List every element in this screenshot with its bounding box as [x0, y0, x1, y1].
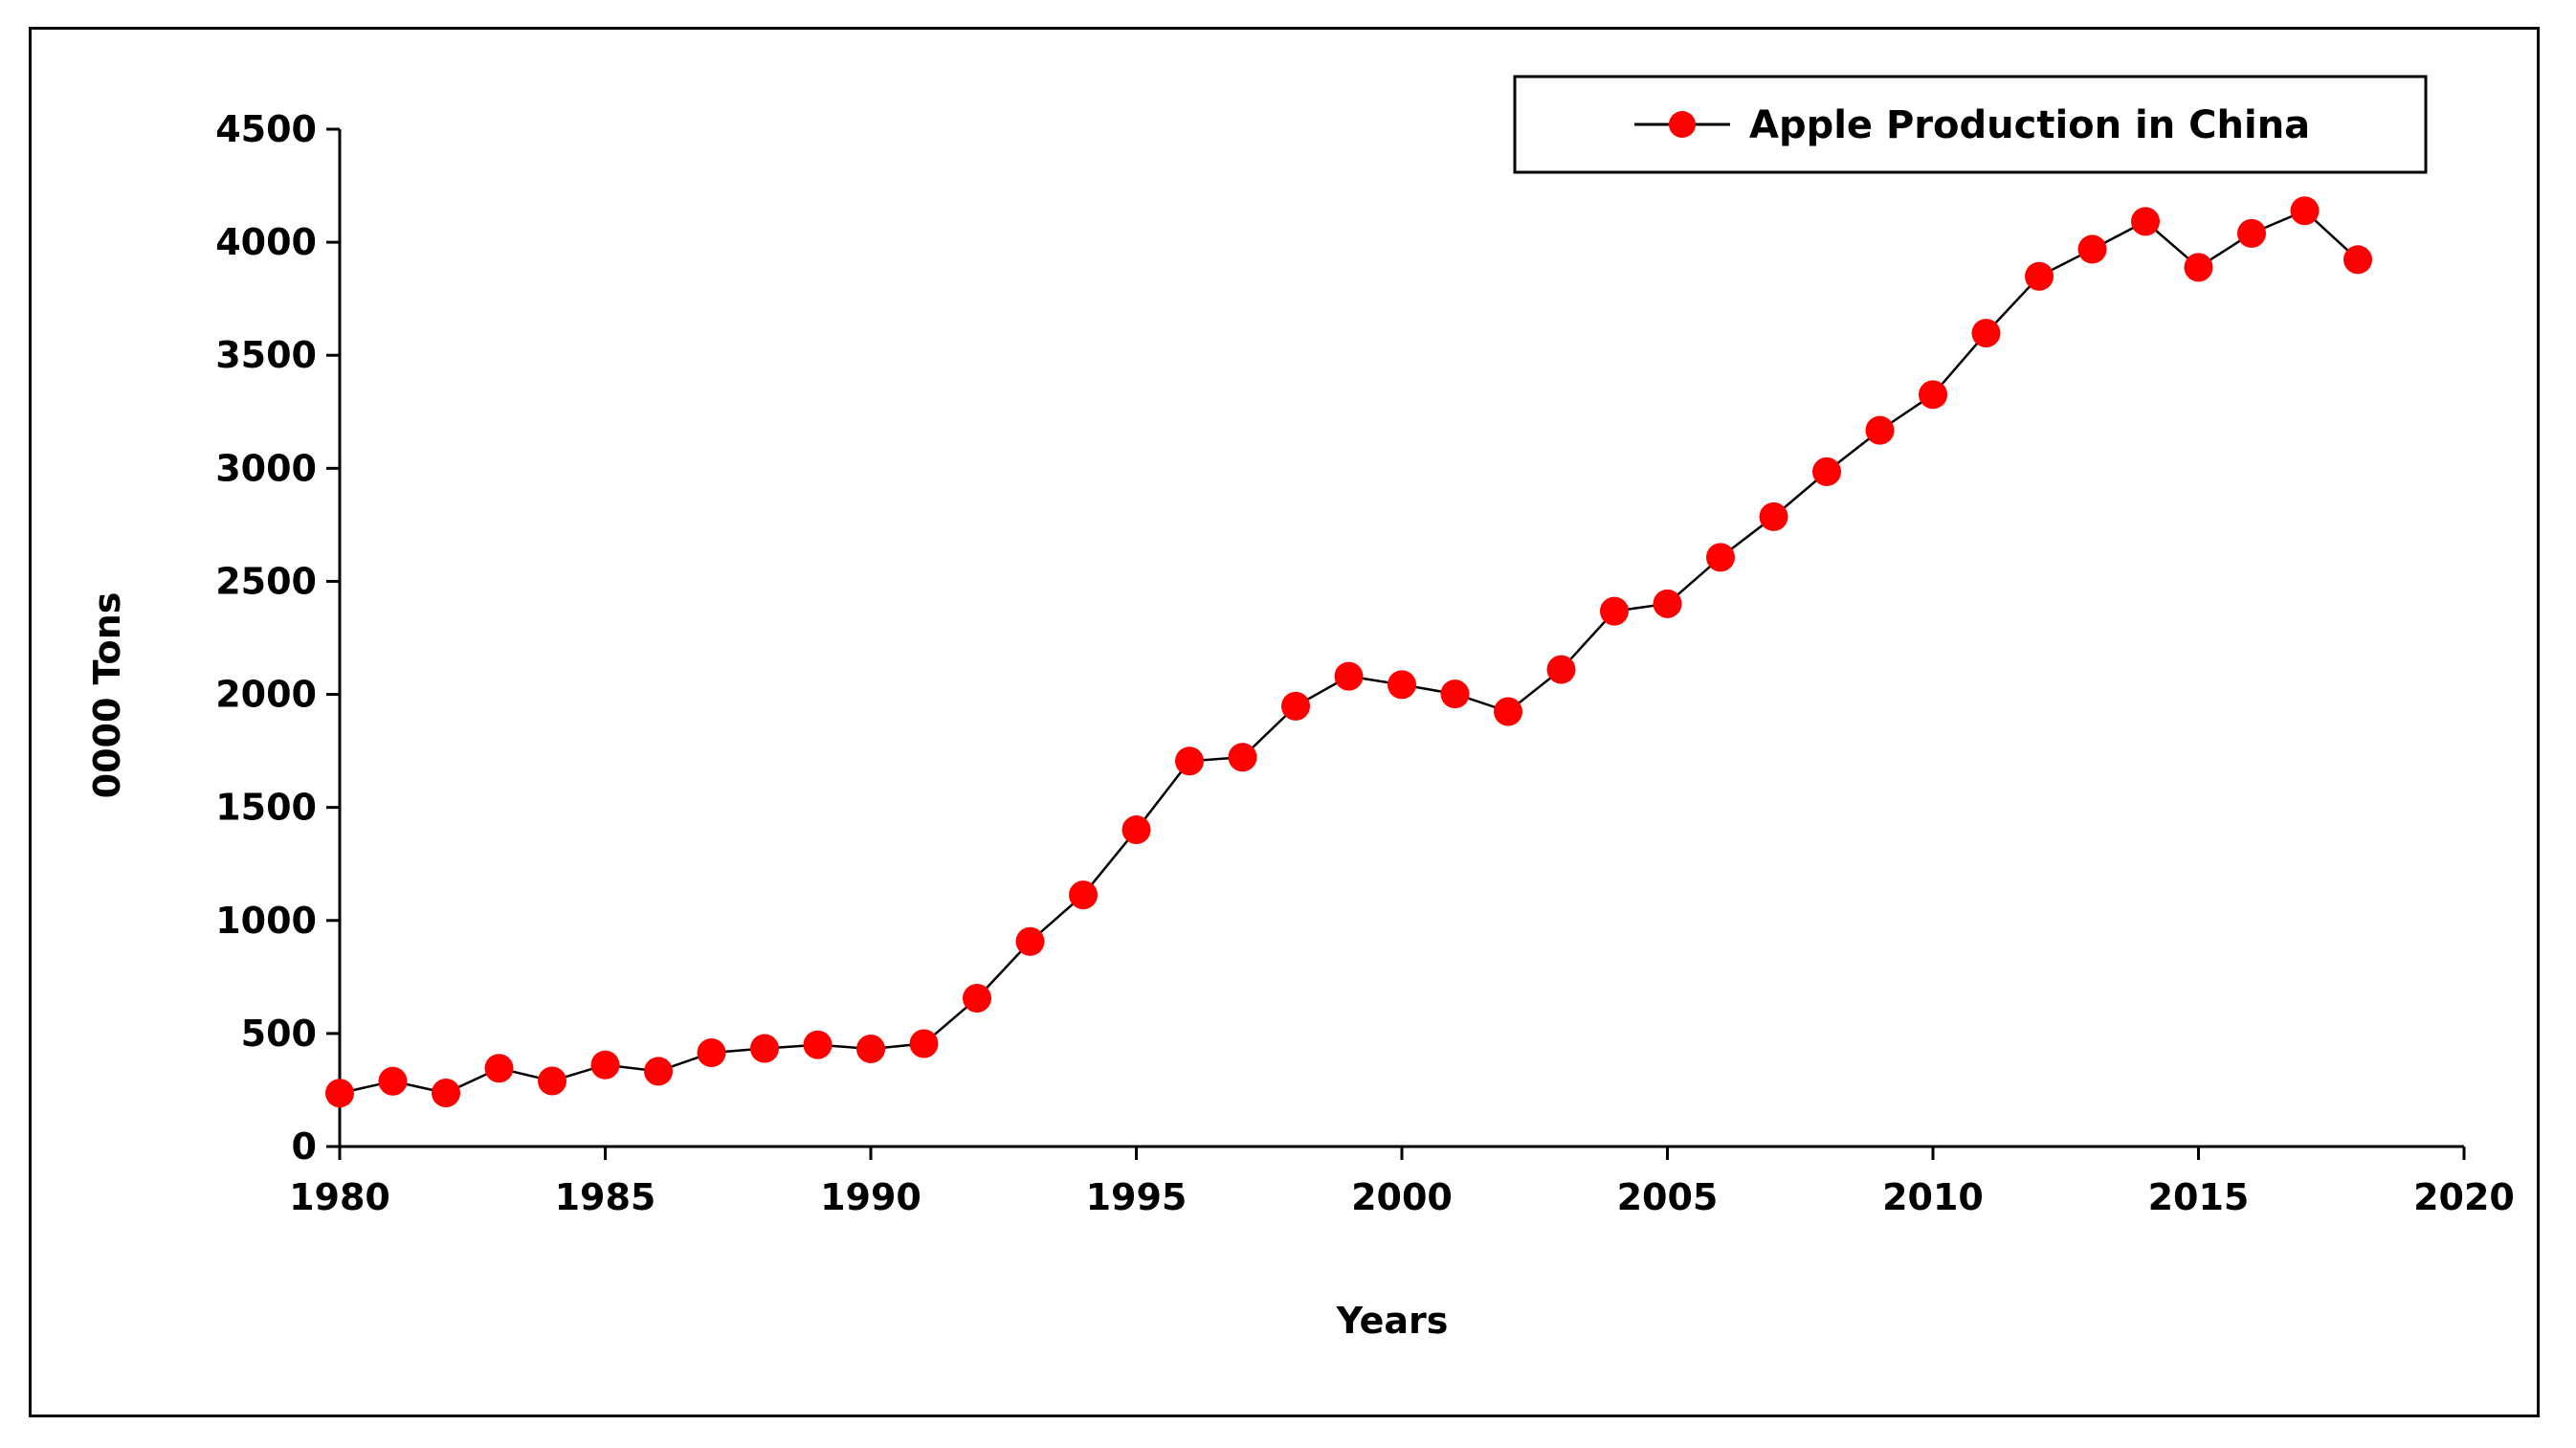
data-point-1980	[325, 1079, 354, 1108]
data-point-1981	[378, 1066, 408, 1096]
x-tick-label: 1990	[820, 1176, 922, 1218]
data-point-1989	[803, 1030, 833, 1059]
data-point-2015	[2184, 253, 2213, 282]
y-tick-label: 2000	[215, 674, 317, 716]
legend-marker	[1669, 111, 1696, 138]
data-point-1995	[1121, 815, 1151, 845]
y-tick-label: 4500	[215, 108, 317, 150]
x-tick-label: 1985	[555, 1176, 656, 1218]
y-tick-label: 1500	[215, 787, 317, 829]
data-point-2004	[1600, 596, 1629, 626]
data-point-2007	[1759, 501, 1788, 531]
data-point-2009	[1865, 415, 1895, 445]
x-tick-label: 2005	[1617, 1176, 1719, 1218]
legend-label: Apple Production in China	[1749, 103, 2310, 147]
x-tick-label: 2010	[1882, 1176, 1984, 1218]
data-point-2001	[1440, 679, 1470, 709]
data-point-1997	[1228, 743, 1257, 772]
data-point-1994	[1069, 880, 1098, 910]
data-point-1992	[963, 984, 991, 1014]
data-point-1990	[856, 1034, 885, 1063]
data-point-1988	[750, 1034, 779, 1063]
data-point-1984	[538, 1066, 566, 1096]
series-line	[339, 209, 2359, 1095]
data-point-1986	[644, 1057, 673, 1086]
axes	[338, 129, 2464, 1148]
data-point-1985	[590, 1050, 620, 1080]
data-point-1999	[1334, 661, 1364, 691]
y-tick-label: 500	[241, 1013, 317, 1055]
x-tick-label: 1995	[1086, 1176, 1188, 1218]
x-tick-label: 2000	[1351, 1176, 1453, 1218]
data-point-2002	[1494, 697, 1522, 726]
data-point-1996	[1175, 746, 1204, 776]
legend: Apple Production in China	[1513, 75, 2428, 174]
data-point-2012	[2025, 261, 2054, 291]
data-point-1993	[1015, 926, 1045, 956]
x-tick-label: 2015	[2148, 1176, 2250, 1218]
data-point-1987	[697, 1037, 726, 1067]
data-point-1982	[432, 1079, 460, 1108]
y-tick-label: 3000	[215, 447, 317, 489]
data-point-1983	[484, 1054, 514, 1083]
ticks: 0 500 1000 1500 2000 2500 3000 3500 4000 4500 1980…	[215, 108, 2515, 1218]
data-point-2018	[2343, 245, 2372, 275]
x-axis-title: Years	[1336, 1300, 1449, 1342]
data-point-2016	[2237, 218, 2266, 248]
data-point-2013	[2077, 234, 2107, 264]
data-point-2008	[1812, 457, 1841, 486]
chart-frame	[29, 27, 2540, 1417]
data-point-2017	[2290, 196, 2320, 226]
y-tick-label: 2500	[215, 560, 317, 602]
y-tick-label: 4000	[215, 221, 317, 263]
data-point-2014	[2131, 207, 2160, 236]
data-point-2010	[1919, 380, 1947, 410]
y-tick-label: 0	[292, 1125, 317, 1168]
y-tick-label: 1000	[215, 900, 317, 942]
data-point-2003	[1546, 655, 1576, 684]
data-point-1991	[909, 1029, 939, 1058]
data-point-2011	[1971, 319, 2001, 348]
y-tick-label: 3500	[215, 334, 317, 376]
y-axis-title: 0000 Tons	[86, 592, 128, 799]
data-point-1998	[1281, 691, 1310, 721]
data-point-2005	[1653, 589, 1682, 618]
x-tick-label: 1980	[289, 1176, 390, 1218]
data-point-2000	[1388, 670, 1416, 700]
data-point-2006	[1706, 543, 1735, 572]
plot-area	[325, 196, 2372, 1108]
x-tick-label: 2020	[2413, 1176, 2515, 1218]
